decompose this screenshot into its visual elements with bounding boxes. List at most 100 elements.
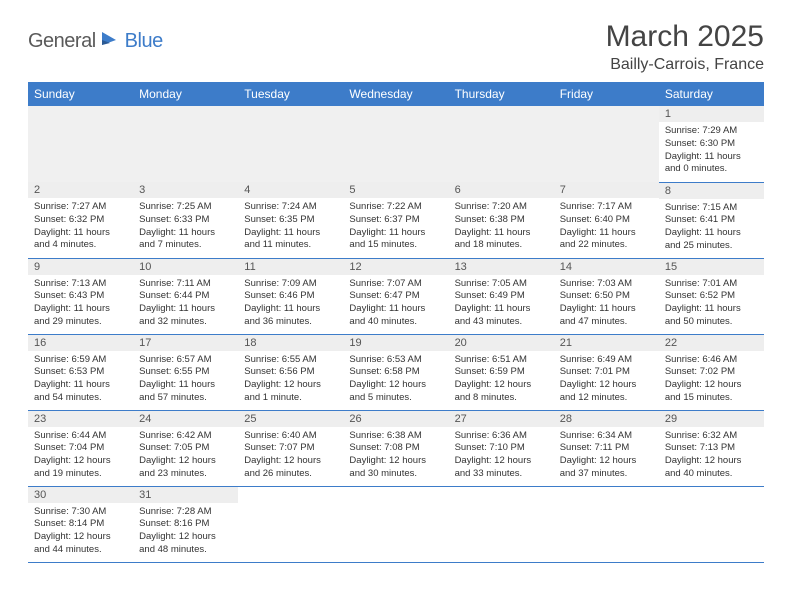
day-number: 26 xyxy=(343,411,448,427)
day-number: 14 xyxy=(554,259,659,275)
day-cell: 20Sunrise: 6:51 AMSunset: 6:59 PMDayligh… xyxy=(449,334,554,410)
day-number: 9 xyxy=(28,259,133,275)
brand-part1: General xyxy=(28,30,96,53)
day-details: Sunrise: 7:24 AMSunset: 6:35 PMDaylight:… xyxy=(238,198,343,256)
day-number: 1 xyxy=(659,106,764,122)
day-details: Sunrise: 6:55 AMSunset: 6:56 PMDaylight:… xyxy=(238,351,343,409)
day-details: Sunrise: 7:28 AMSunset: 8:16 PMDaylight:… xyxy=(133,503,238,561)
day-number: 11 xyxy=(238,259,343,275)
day-cell: 22Sunrise: 6:46 AMSunset: 7:02 PMDayligh… xyxy=(659,334,764,410)
day-number: 21 xyxy=(554,335,659,351)
weekday-header: Thursday xyxy=(449,82,554,106)
day-details: Sunrise: 6:44 AMSunset: 7:04 PMDaylight:… xyxy=(28,427,133,485)
day-number: 5 xyxy=(343,182,448,198)
day-number: 20 xyxy=(449,335,554,351)
calendar-row: 16Sunrise: 6:59 AMSunset: 6:53 PMDayligh… xyxy=(28,334,764,410)
day-details: Sunrise: 6:38 AMSunset: 7:08 PMDaylight:… xyxy=(343,427,448,485)
day-cell: 11Sunrise: 7:09 AMSunset: 6:46 PMDayligh… xyxy=(238,258,343,334)
day-details: Sunrise: 7:29 AMSunset: 6:30 PMDaylight:… xyxy=(659,122,764,180)
day-details: Sunrise: 7:13 AMSunset: 6:43 PMDaylight:… xyxy=(28,275,133,333)
day-number: 19 xyxy=(343,335,448,351)
day-cell: 26Sunrise: 6:38 AMSunset: 7:08 PMDayligh… xyxy=(343,410,448,486)
day-number: 18 xyxy=(238,335,343,351)
day-number: 15 xyxy=(659,259,764,275)
day-cell: 7Sunrise: 7:17 AMSunset: 6:40 PMDaylight… xyxy=(554,182,659,258)
empty-cell xyxy=(554,486,659,562)
day-number: 24 xyxy=(133,411,238,427)
day-cell: 24Sunrise: 6:42 AMSunset: 7:05 PMDayligh… xyxy=(133,410,238,486)
day-cell: 5Sunrise: 7:22 AMSunset: 6:37 PMDaylight… xyxy=(343,182,448,258)
day-number: 4 xyxy=(238,182,343,198)
calendar-row: 2Sunrise: 7:27 AMSunset: 6:32 PMDaylight… xyxy=(28,182,764,258)
day-number: 3 xyxy=(133,182,238,198)
day-cell: 19Sunrise: 6:53 AMSunset: 6:58 PMDayligh… xyxy=(343,334,448,410)
weekday-header: Saturday xyxy=(659,82,764,106)
day-cell: 16Sunrise: 6:59 AMSunset: 6:53 PMDayligh… xyxy=(28,334,133,410)
month-title: March 2025 xyxy=(606,20,764,54)
day-number: 10 xyxy=(133,259,238,275)
calendar-body: 1Sunrise: 7:29 AMSunset: 6:30 PMDaylight… xyxy=(28,106,764,562)
title-block: March 2025 Bailly-Carrois, France xyxy=(606,20,764,74)
day-cell: 4Sunrise: 7:24 AMSunset: 6:35 PMDaylight… xyxy=(238,182,343,258)
day-number: 8 xyxy=(659,183,764,199)
day-details: Sunrise: 7:05 AMSunset: 6:49 PMDaylight:… xyxy=(449,275,554,333)
calendar-row: 1Sunrise: 7:29 AMSunset: 6:30 PMDaylight… xyxy=(28,106,764,182)
empty-cell xyxy=(554,106,659,182)
weekday-header: Wednesday xyxy=(343,82,448,106)
day-number: 2 xyxy=(28,182,133,198)
day-cell: 15Sunrise: 7:01 AMSunset: 6:52 PMDayligh… xyxy=(659,258,764,334)
calendar-page: General Blue March 2025 Bailly-Carrois, … xyxy=(0,0,792,573)
calendar-row: 23Sunrise: 6:44 AMSunset: 7:04 PMDayligh… xyxy=(28,410,764,486)
empty-cell xyxy=(238,486,343,562)
empty-cell xyxy=(659,486,764,562)
empty-cell xyxy=(449,486,554,562)
empty-cell xyxy=(343,106,448,182)
calendar-row: 30Sunrise: 7:30 AMSunset: 8:14 PMDayligh… xyxy=(28,486,764,562)
empty-cell xyxy=(28,106,133,182)
day-details: Sunrise: 7:09 AMSunset: 6:46 PMDaylight:… xyxy=(238,275,343,333)
day-number: 7 xyxy=(554,182,659,198)
calendar-table: SundayMondayTuesdayWednesdayThursdayFrid… xyxy=(28,82,764,563)
day-details: Sunrise: 6:40 AMSunset: 7:07 PMDaylight:… xyxy=(238,427,343,485)
day-details: Sunrise: 7:11 AMSunset: 6:44 PMDaylight:… xyxy=(133,275,238,333)
brand-logo: General Blue xyxy=(28,30,163,53)
location: Bailly-Carrois, France xyxy=(606,56,764,74)
day-cell: 29Sunrise: 6:32 AMSunset: 7:13 PMDayligh… xyxy=(659,410,764,486)
day-details: Sunrise: 6:51 AMSunset: 6:59 PMDaylight:… xyxy=(449,351,554,409)
day-number: 16 xyxy=(28,335,133,351)
brand-part2: Blue xyxy=(125,30,163,53)
day-cell: 10Sunrise: 7:11 AMSunset: 6:44 PMDayligh… xyxy=(133,258,238,334)
empty-cell xyxy=(238,106,343,182)
day-cell: 23Sunrise: 6:44 AMSunset: 7:04 PMDayligh… xyxy=(28,410,133,486)
day-cell: 25Sunrise: 6:40 AMSunset: 7:07 PMDayligh… xyxy=(238,410,343,486)
day-details: Sunrise: 7:27 AMSunset: 6:32 PMDaylight:… xyxy=(28,198,133,256)
day-cell: 12Sunrise: 7:07 AMSunset: 6:47 PMDayligh… xyxy=(343,258,448,334)
day-number: 17 xyxy=(133,335,238,351)
day-cell: 8Sunrise: 7:15 AMSunset: 6:41 PMDaylight… xyxy=(659,182,764,258)
day-cell: 21Sunrise: 6:49 AMSunset: 7:01 PMDayligh… xyxy=(554,334,659,410)
header: General Blue March 2025 Bailly-Carrois, … xyxy=(28,20,764,74)
day-cell: 14Sunrise: 7:03 AMSunset: 6:50 PMDayligh… xyxy=(554,258,659,334)
day-details: Sunrise: 6:59 AMSunset: 6:53 PMDaylight:… xyxy=(28,351,133,409)
weekday-header: Sunday xyxy=(28,82,133,106)
day-number: 25 xyxy=(238,411,343,427)
calendar-head: SundayMondayTuesdayWednesdayThursdayFrid… xyxy=(28,82,764,106)
day-number: 6 xyxy=(449,182,554,198)
day-number: 22 xyxy=(659,335,764,351)
day-details: Sunrise: 6:46 AMSunset: 7:02 PMDaylight:… xyxy=(659,351,764,409)
day-cell: 6Sunrise: 7:20 AMSunset: 6:38 PMDaylight… xyxy=(449,182,554,258)
day-number: 31 xyxy=(133,487,238,503)
day-details: Sunrise: 6:32 AMSunset: 7:13 PMDaylight:… xyxy=(659,427,764,485)
day-cell: 9Sunrise: 7:13 AMSunset: 6:43 PMDaylight… xyxy=(28,258,133,334)
brand-flag-icon xyxy=(100,30,122,53)
day-details: Sunrise: 7:07 AMSunset: 6:47 PMDaylight:… xyxy=(343,275,448,333)
weekday-row: SundayMondayTuesdayWednesdayThursdayFrid… xyxy=(28,82,764,106)
weekday-header: Monday xyxy=(133,82,238,106)
day-number: 29 xyxy=(659,411,764,427)
day-number: 23 xyxy=(28,411,133,427)
day-cell: 2Sunrise: 7:27 AMSunset: 6:32 PMDaylight… xyxy=(28,182,133,258)
day-details: Sunrise: 6:53 AMSunset: 6:58 PMDaylight:… xyxy=(343,351,448,409)
weekday-header: Tuesday xyxy=(238,82,343,106)
day-number: 30 xyxy=(28,487,133,503)
empty-cell xyxy=(343,486,448,562)
